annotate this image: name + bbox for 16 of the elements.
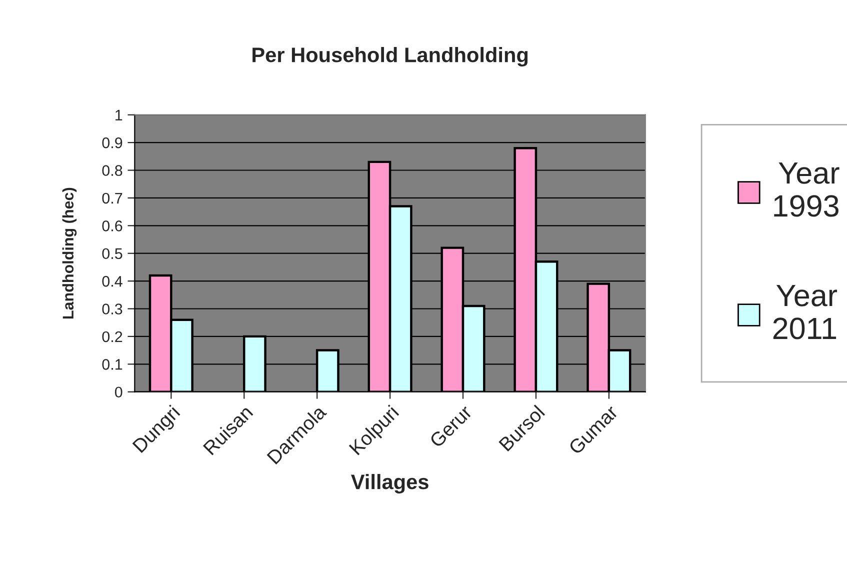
y-tick-label: 0.9 — [102, 137, 122, 148]
y-tick-label: 0.4 — [102, 276, 122, 287]
y-tick-label: 0.1 — [102, 359, 122, 370]
y-tick-label: 0 — [114, 386, 122, 398]
chart-title: Per Household Landholding — [252, 46, 528, 66]
y-tick-label: 0.3 — [102, 304, 122, 314]
y-tick-label: 0.5 — [102, 248, 122, 260]
y-tick-label: 0.7 — [102, 192, 122, 204]
y-tick-label: 0.6 — [102, 220, 122, 232]
legend-label: Year 2011 — [773, 285, 838, 340]
y-axis-title: Landholding (hec) — [62, 188, 77, 319]
y-tick-label: 0.8 — [102, 165, 122, 176]
y-tick-label: 0.2 — [102, 331, 122, 342]
y-tick-label: 1 — [116, 110, 122, 120]
legend-label: Year 1993 — [774, 162, 840, 217]
x-axis-title: Villages — [351, 474, 428, 494]
